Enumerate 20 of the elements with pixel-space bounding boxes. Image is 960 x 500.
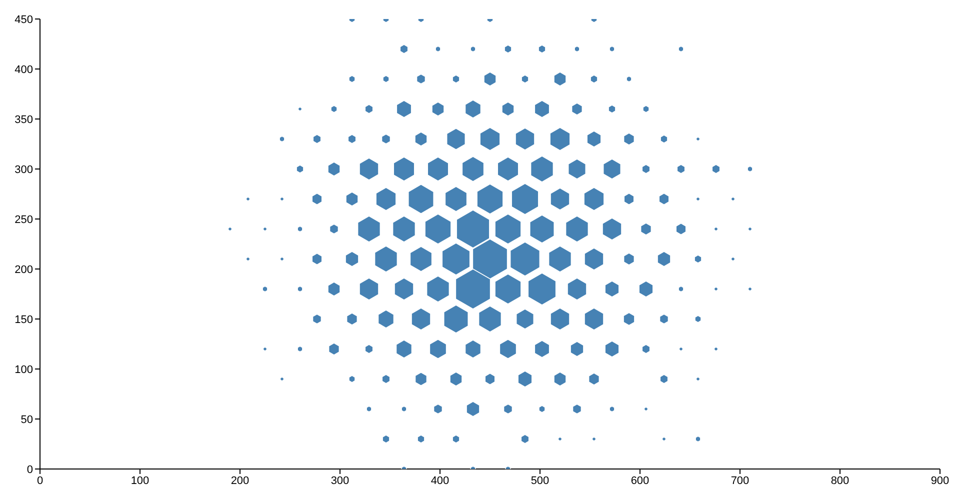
y-tick-label: 450 (14, 14, 33, 26)
y-tick-label: 50 (20, 414, 33, 426)
y-tick-label: 150 (14, 314, 33, 326)
y-tick-label: 300 (14, 164, 33, 176)
x-tick-label: 0 (36, 474, 44, 487)
y-tick-label: 100 (14, 364, 33, 376)
y-tick-label: 200 (14, 264, 33, 276)
x-tick-label: 500 (530, 474, 550, 487)
x-tick-label: 700 (730, 474, 750, 487)
x-tick-label: 600 (630, 474, 650, 487)
y-tick-label: 400 (14, 64, 33, 76)
y-tick-label: 250 (14, 214, 33, 226)
x-tick-label: 200 (230, 474, 250, 487)
x-tick-label: 900 (930, 474, 950, 487)
x-tick-label: 100 (130, 474, 150, 487)
y-tick-label: 350 (14, 114, 33, 126)
y-tick-label: 0 (26, 464, 33, 476)
x-tick-label: 300 (330, 474, 350, 487)
x-tick-label: 400 (430, 474, 450, 487)
x-tick-label: 800 (830, 474, 850, 487)
